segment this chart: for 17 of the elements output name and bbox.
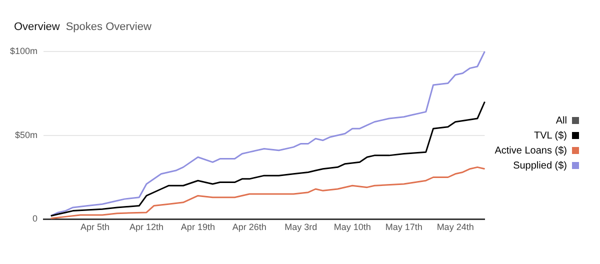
chart-subtitle: Spokes Overview [66, 21, 152, 33]
legend-label: Active Loans ($) [494, 145, 567, 156]
y-tick-label: $50m [15, 130, 38, 140]
y-tick-label: $100m [10, 46, 38, 56]
x-tick-label: Apr 5th [80, 222, 110, 232]
x-tick-label: Apr 26th [232, 222, 266, 232]
x-tick-label: May 3rd [284, 222, 318, 232]
x-tick-label: May 24th [436, 222, 474, 232]
legend-label: TVL ($) [534, 130, 567, 142]
y-tick-label: 0 [32, 214, 38, 224]
x-tick-label: Apr 19th [180, 222, 215, 232]
x-tick-label: May 10th [334, 222, 371, 232]
x-tick-label: May 17th [385, 222, 422, 232]
legend-label: Supplied ($) [513, 160, 567, 172]
x-tick-label: Apr 12th [129, 222, 164, 232]
legend-label: All [556, 115, 567, 126]
chart-title: Overview [14, 21, 60, 33]
